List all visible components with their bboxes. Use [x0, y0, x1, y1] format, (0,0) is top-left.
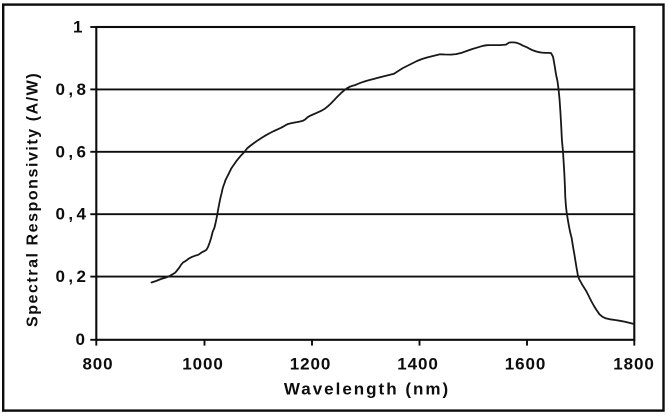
svg-text:Spectral Responsivity (A/W): Spectral Responsivity (A/W)	[25, 72, 42, 327]
svg-text:800: 800	[82, 354, 113, 373]
svg-text:1: 1	[73, 18, 82, 37]
svg-text:0,6: 0,6	[56, 142, 87, 161]
svg-text:0: 0	[76, 330, 85, 349]
svg-text:1800: 1800	[613, 354, 654, 373]
svg-text:Wavelength (nm): Wavelength (nm)	[284, 380, 450, 399]
svg-text:1400: 1400	[397, 354, 438, 373]
svg-text:0,4: 0,4	[56, 205, 87, 224]
svg-text:1600: 1600	[505, 354, 546, 373]
svg-text:0,2: 0,2	[56, 267, 87, 286]
svg-text:1200: 1200	[290, 354, 331, 373]
svg-text:1000: 1000	[182, 354, 223, 373]
svg-text:0,8: 0,8	[56, 80, 87, 99]
